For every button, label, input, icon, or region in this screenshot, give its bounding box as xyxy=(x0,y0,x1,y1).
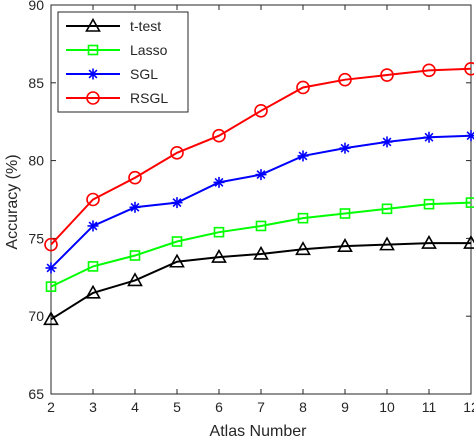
asterisk-stroke xyxy=(130,202,140,212)
data-point xyxy=(423,198,435,210)
data-point xyxy=(171,236,183,247)
legend-item: RSGL xyxy=(66,90,168,106)
y-axis-label: Accuracy (%) xyxy=(4,154,21,249)
data-point xyxy=(381,203,393,215)
y-tick-label: 75 xyxy=(28,230,44,246)
data-point xyxy=(423,131,435,143)
x-tick-label: 5 xyxy=(173,399,181,415)
y-tick-label: 70 xyxy=(28,308,44,324)
data-point xyxy=(129,250,141,261)
data-point xyxy=(464,61,474,76)
series-lasso xyxy=(45,197,474,292)
data-point xyxy=(45,262,57,274)
data-point xyxy=(87,220,99,232)
x-tick-label: 8 xyxy=(299,399,307,415)
series-line xyxy=(50,201,472,288)
data-point xyxy=(128,170,142,185)
x-tick-label: 11 xyxy=(422,399,437,415)
legend-item: SGL xyxy=(66,66,158,82)
data-point xyxy=(44,237,58,252)
data-point xyxy=(421,234,437,249)
data-point xyxy=(254,104,268,118)
data-point xyxy=(296,80,310,95)
x-tick-label: 6 xyxy=(215,399,223,415)
x-tick-label: 10 xyxy=(379,399,395,415)
asterisk-stroke xyxy=(298,151,308,161)
data-point xyxy=(463,234,474,249)
data-point xyxy=(255,169,267,181)
data-point xyxy=(171,197,183,209)
data-point xyxy=(339,208,351,219)
asterisk-stroke xyxy=(46,263,56,273)
series-line xyxy=(50,67,472,246)
x-tick-label: 12 xyxy=(463,399,474,415)
legend-marker xyxy=(87,68,99,80)
legend-marker xyxy=(85,17,101,32)
data-point xyxy=(339,142,351,154)
data-point xyxy=(465,130,474,142)
data-point xyxy=(379,236,395,251)
data-point xyxy=(338,72,352,87)
y-tick-label: 85 xyxy=(28,75,44,91)
asterisk-stroke xyxy=(256,170,266,180)
data-point xyxy=(169,253,185,268)
legend-label: RSGL xyxy=(130,90,168,106)
y-tick-label: 65 xyxy=(28,386,44,402)
data-point xyxy=(295,241,311,256)
data-point xyxy=(211,248,227,263)
legend-marker xyxy=(87,44,99,56)
data-point xyxy=(129,201,141,213)
data-point xyxy=(337,238,353,252)
data-point xyxy=(85,284,101,299)
series-line xyxy=(50,242,471,321)
asterisk-stroke xyxy=(382,137,392,147)
x-axis-label: Atlas Number xyxy=(210,423,308,440)
legend-box xyxy=(57,11,189,113)
asterisk-stroke xyxy=(424,132,434,142)
series-sgl xyxy=(45,130,474,274)
axes: 2 3 4 5 6 7 8 9 10 11 12 65 70 75 80 85 90 xyxy=(28,0,474,415)
data-point xyxy=(297,150,309,162)
x-tick-label: 3 xyxy=(89,399,97,415)
legend-item: t-test xyxy=(66,17,161,34)
data-point xyxy=(127,272,143,287)
data-point xyxy=(212,128,226,143)
asterisk-stroke xyxy=(214,177,224,187)
legend-label: t-test xyxy=(130,18,161,34)
asterisk-stroke xyxy=(172,198,182,208)
data-point xyxy=(86,192,100,207)
data-point xyxy=(255,220,267,232)
asterisk-stroke xyxy=(340,143,350,153)
x-tick-label: 7 xyxy=(257,399,265,415)
asterisk-stroke xyxy=(88,221,98,231)
data-point xyxy=(170,146,184,160)
data-point xyxy=(380,68,394,82)
series-t-test xyxy=(43,234,474,326)
data-point xyxy=(213,226,225,238)
legend-label: SGL xyxy=(130,66,158,82)
data-point xyxy=(45,281,57,292)
x-tick-label: 9 xyxy=(341,399,349,415)
data-point xyxy=(465,197,474,208)
legend: t-test Lasso SGL RSGL xyxy=(57,11,189,113)
data-point xyxy=(422,63,436,78)
legend-item: Lasso xyxy=(66,42,168,58)
data-point xyxy=(213,176,225,188)
series-rsgl xyxy=(44,61,474,252)
data-point xyxy=(381,136,393,148)
data-point xyxy=(43,311,59,326)
data-point xyxy=(297,212,309,224)
x-tick-label: 4 xyxy=(131,399,139,415)
x-tick-label: 2 xyxy=(47,399,55,415)
legend-label: Lasso xyxy=(130,42,168,58)
data-point xyxy=(87,261,99,272)
asterisk-stroke xyxy=(88,69,98,79)
y-tick-label: 80 xyxy=(28,153,44,169)
data-point xyxy=(253,245,269,260)
legend-marker xyxy=(86,91,100,105)
y-tick-label: 90 xyxy=(28,0,44,13)
